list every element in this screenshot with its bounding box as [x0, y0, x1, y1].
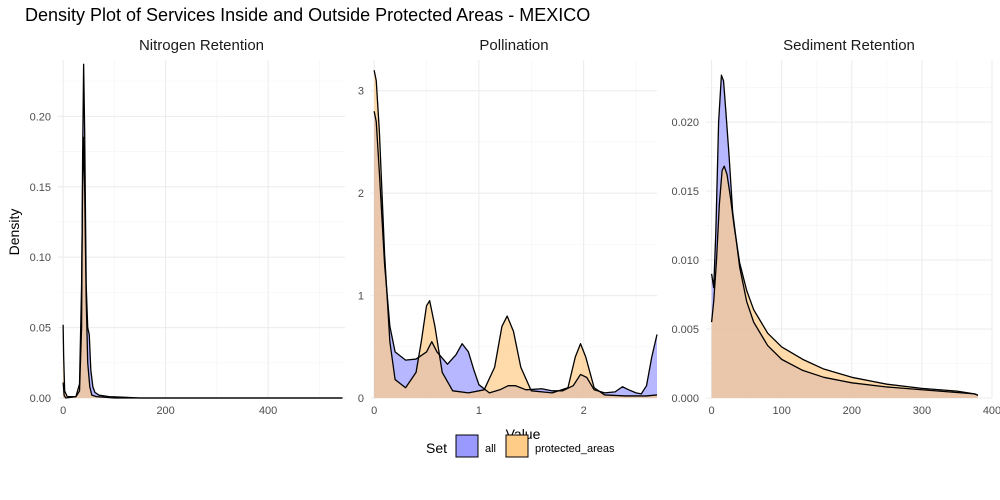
panel-title-pollination: Pollination — [479, 37, 548, 54]
density-area-protected-areas — [711, 166, 978, 398]
y-tick-label: 0.020 — [671, 117, 699, 129]
density-line-protected-areas — [62, 136, 343, 399]
x-tick-label: 400 — [259, 405, 277, 417]
panel-title-sediment-retention: Sediment Retention — [783, 37, 915, 54]
x-tick-label: 2 — [581, 405, 587, 417]
legend-key-protected-areas — [505, 434, 529, 458]
density-area-all — [63, 64, 343, 398]
y-tick-label: 1 — [358, 291, 364, 303]
density-line-all — [373, 111, 658, 395]
legend: Set all protected_areas — [426, 434, 615, 458]
density-line-protected-areas — [373, 70, 658, 397]
x-tick-label: 0 — [709, 405, 715, 417]
x-tick-label: 1 — [476, 405, 482, 417]
x-tick-label: 0 — [371, 405, 377, 417]
y-tick-label: 0.010 — [671, 255, 699, 267]
x-tick-label: 200 — [156, 405, 174, 417]
panel-sediment-retention: Sediment Retention 0.000 0.005 0.010 0.015 0.… — [671, 37, 1000, 417]
x-tick-label: 400 — [983, 405, 1000, 417]
legend-key-all — [455, 434, 479, 458]
density-line-all — [62, 63, 343, 399]
y-tick-label: 0.05 — [30, 323, 51, 335]
x-tick-label: 100 — [773, 405, 791, 417]
y-tick-label: 0 — [358, 393, 364, 405]
density-line-all — [710, 74, 979, 396]
chart-title: Density Plot of Services Inside and Outs… — [25, 5, 590, 25]
density-line-protected-areas — [710, 165, 979, 396]
facet-panels: Nitrogen Retention 0.00 0.05 0.10 0.15 0.20 0 2… — [30, 37, 1000, 417]
legend-title: Set — [426, 440, 447, 456]
y-axis-title: Density — [6, 209, 22, 256]
panel-pollination: Pollination 0 1 2 3 0 1 2 — [358, 37, 658, 417]
y-tick-label: 0.000 — [671, 393, 699, 405]
y-tick-label: 0.15 — [30, 182, 51, 194]
panel-nitrogen-retention: Nitrogen Retention 0.00 0.05 0.10 0.15 0.20 0 2… — [30, 37, 345, 417]
legend-label-all: all — [485, 443, 496, 455]
panel-title-nitrogen-retention: Nitrogen Retention — [139, 37, 264, 54]
legend-label-protected-areas: protected_areas — [535, 443, 615, 455]
x-tick-label: 300 — [913, 405, 931, 417]
y-tick-label: 3 — [358, 86, 364, 98]
x-tick-label: 200 — [843, 405, 861, 417]
y-tick-label: 0.005 — [671, 324, 699, 336]
density-area-protected-areas — [374, 70, 657, 399]
y-tick-label: 0.015 — [671, 186, 699, 198]
x-tick-label: 0 — [60, 405, 66, 417]
y-tick-label: 2 — [358, 188, 364, 200]
density-area-all — [374, 111, 657, 399]
density-area-protected-areas — [63, 137, 343, 398]
y-tick-label: 0.00 — [30, 393, 51, 405]
y-tick-label: 0.20 — [30, 111, 51, 123]
y-tick-label: 0.10 — [30, 252, 51, 264]
